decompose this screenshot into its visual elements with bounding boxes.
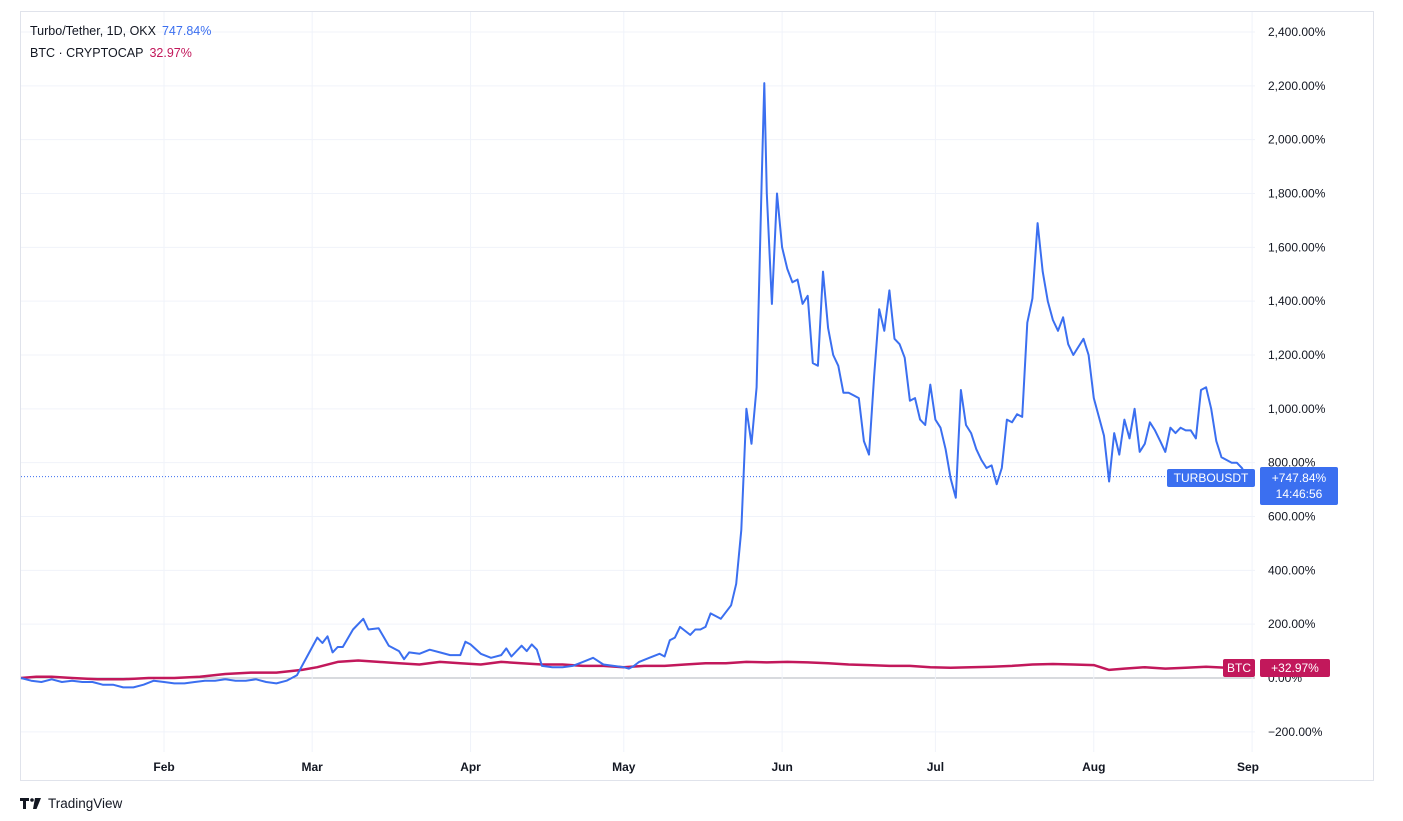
btc-name-tag-bg <box>1223 659 1255 677</box>
y-tick-label: 400.00% <box>1268 563 1316 577</box>
y-tick-label: 800.00% <box>1268 456 1316 470</box>
chart-frame <box>20 11 1374 781</box>
y-tick-label: −200.00% <box>1268 725 1323 739</box>
turbo-name-tag: TURBOUSDT <box>1174 471 1249 485</box>
price-tags: TURBOUSDT +747.84% 14:46:56 BTC +32.97% <box>1167 467 1338 677</box>
legend-series-turbo-value: 747.84% <box>161 24 212 38</box>
y-tick-label: 2,200.00% <box>1268 79 1326 93</box>
y-tick-label: 1,200.00% <box>1268 348 1326 362</box>
x-tick-label: Jun <box>771 760 792 774</box>
y-tick-label: 2,000.00% <box>1268 133 1326 147</box>
y-tick-label: 1,000.00% <box>1268 402 1326 416</box>
series-layer <box>20 82 1255 689</box>
turbo-value-tag-bg <box>1260 467 1338 505</box>
y-tick-label: 2,400.00% <box>1268 25 1326 39</box>
x-tick-label: Aug <box>1082 760 1105 774</box>
y-tick-label: 1,600.00% <box>1268 240 1326 254</box>
brand-name: TradingView <box>48 796 123 811</box>
y-tick-label: 1,400.00% <box>1268 294 1326 308</box>
legend-series-btc-name: BTC · CRYPTOCAP <box>30 46 144 60</box>
grid-layer <box>21 12 1255 752</box>
y-tick-label: 200.00% <box>1268 617 1316 631</box>
x-tick-label: Feb <box>153 760 174 774</box>
btc-value-tag: +32.97% <box>1271 661 1319 675</box>
x-tick-label: Jul <box>927 760 944 774</box>
turbo-countdown-tag: 14:46:56 <box>1276 487 1323 501</box>
legend-series-btc-value: 32.97% <box>149 46 192 60</box>
series-line-turbo[interactable] <box>20 82 1248 689</box>
y-tick-label: 600.00% <box>1268 510 1316 524</box>
series-line-btc[interactable] <box>20 659 1248 681</box>
x-tick-label: Mar <box>302 760 324 774</box>
btc-name-tag: BTC <box>1227 661 1251 675</box>
x-tick-label: Apr <box>460 760 481 774</box>
tradingview-logo-icon <box>20 797 41 809</box>
x-axis: Feb Mar Apr May Jun Jul Aug Sep <box>153 760 1259 774</box>
btc-value-tag-bg <box>1260 659 1330 677</box>
tradingview-brand[interactable]: TradingView <box>20 796 122 811</box>
x-tick-label: May <box>612 760 636 774</box>
legend-series-turbo-name: Turbo/Tether, 1D, OKX <box>30 24 156 38</box>
legend-series-btc[interactable]: BTC · CRYPTOCAP 32.97% <box>30 45 192 61</box>
y-tick-label: 1,800.00% <box>1268 187 1326 201</box>
turbo-value-tag: +747.84% <box>1272 471 1327 485</box>
turbo-name-tag-bg <box>1167 469 1255 487</box>
legend-series-turbo[interactable]: Turbo/Tether, 1D, OKX 747.84% <box>30 23 211 39</box>
x-tick-label: Sep <box>1237 760 1259 774</box>
y-axis: 2,400.00% 2,200.00% 2,000.00% 1,800.00% 1,60… <box>1268 25 1326 739</box>
